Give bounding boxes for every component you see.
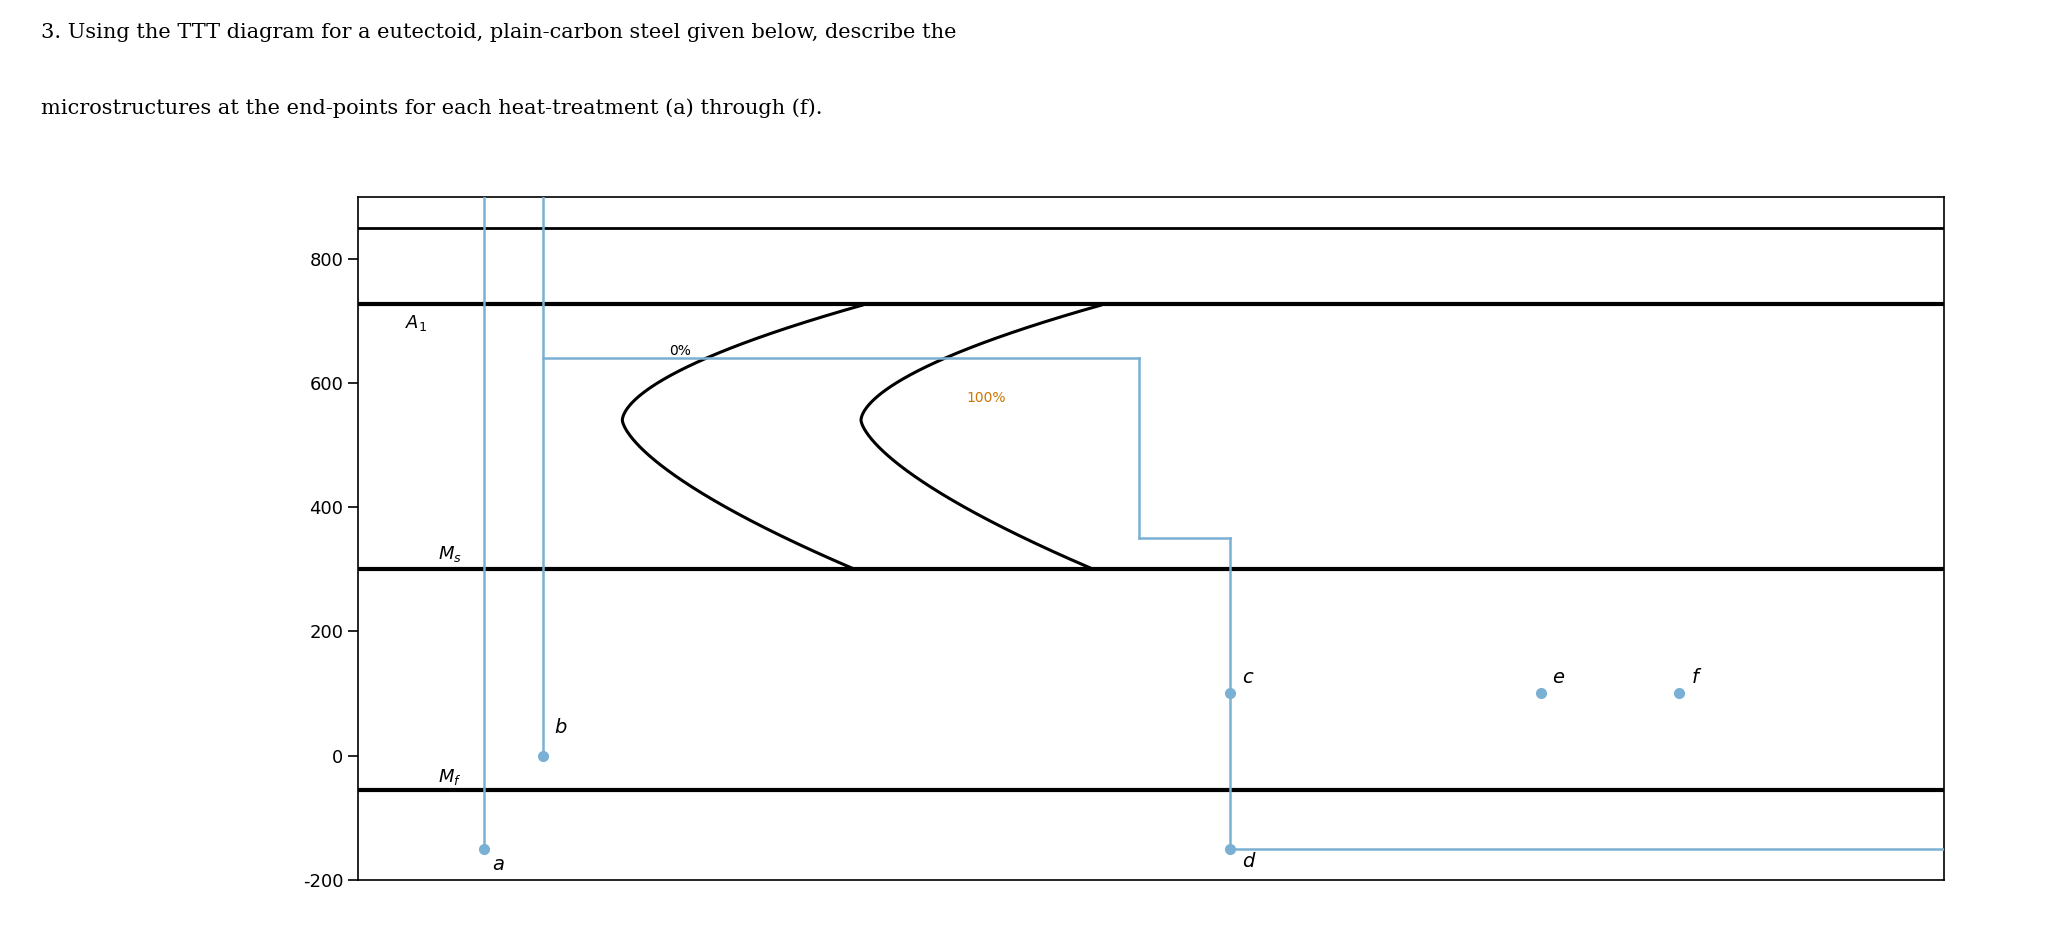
Text: 100%: 100% bbox=[966, 391, 1007, 405]
Text: 3. Using the TTT diagram for a eutectoid, plain-carbon steel given below, descri: 3. Using the TTT diagram for a eutectoid… bbox=[41, 23, 955, 42]
Text: $f$: $f$ bbox=[1690, 668, 1702, 687]
Text: $c$: $c$ bbox=[1242, 668, 1254, 687]
Text: 0%: 0% bbox=[669, 344, 692, 358]
Text: $M_s$: $M_s$ bbox=[438, 545, 462, 564]
Text: $A_1$: $A_1$ bbox=[405, 314, 428, 333]
Text: $e$: $e$ bbox=[1553, 668, 1565, 687]
Text: $d$: $d$ bbox=[1242, 852, 1256, 870]
Text: microstructures at the end-points for each heat-treatment (a) through (f).: microstructures at the end-points for ea… bbox=[41, 98, 822, 118]
Text: $a$: $a$ bbox=[493, 855, 505, 874]
Text: $b$: $b$ bbox=[554, 718, 567, 737]
Text: $M_f$: $M_f$ bbox=[438, 767, 460, 786]
